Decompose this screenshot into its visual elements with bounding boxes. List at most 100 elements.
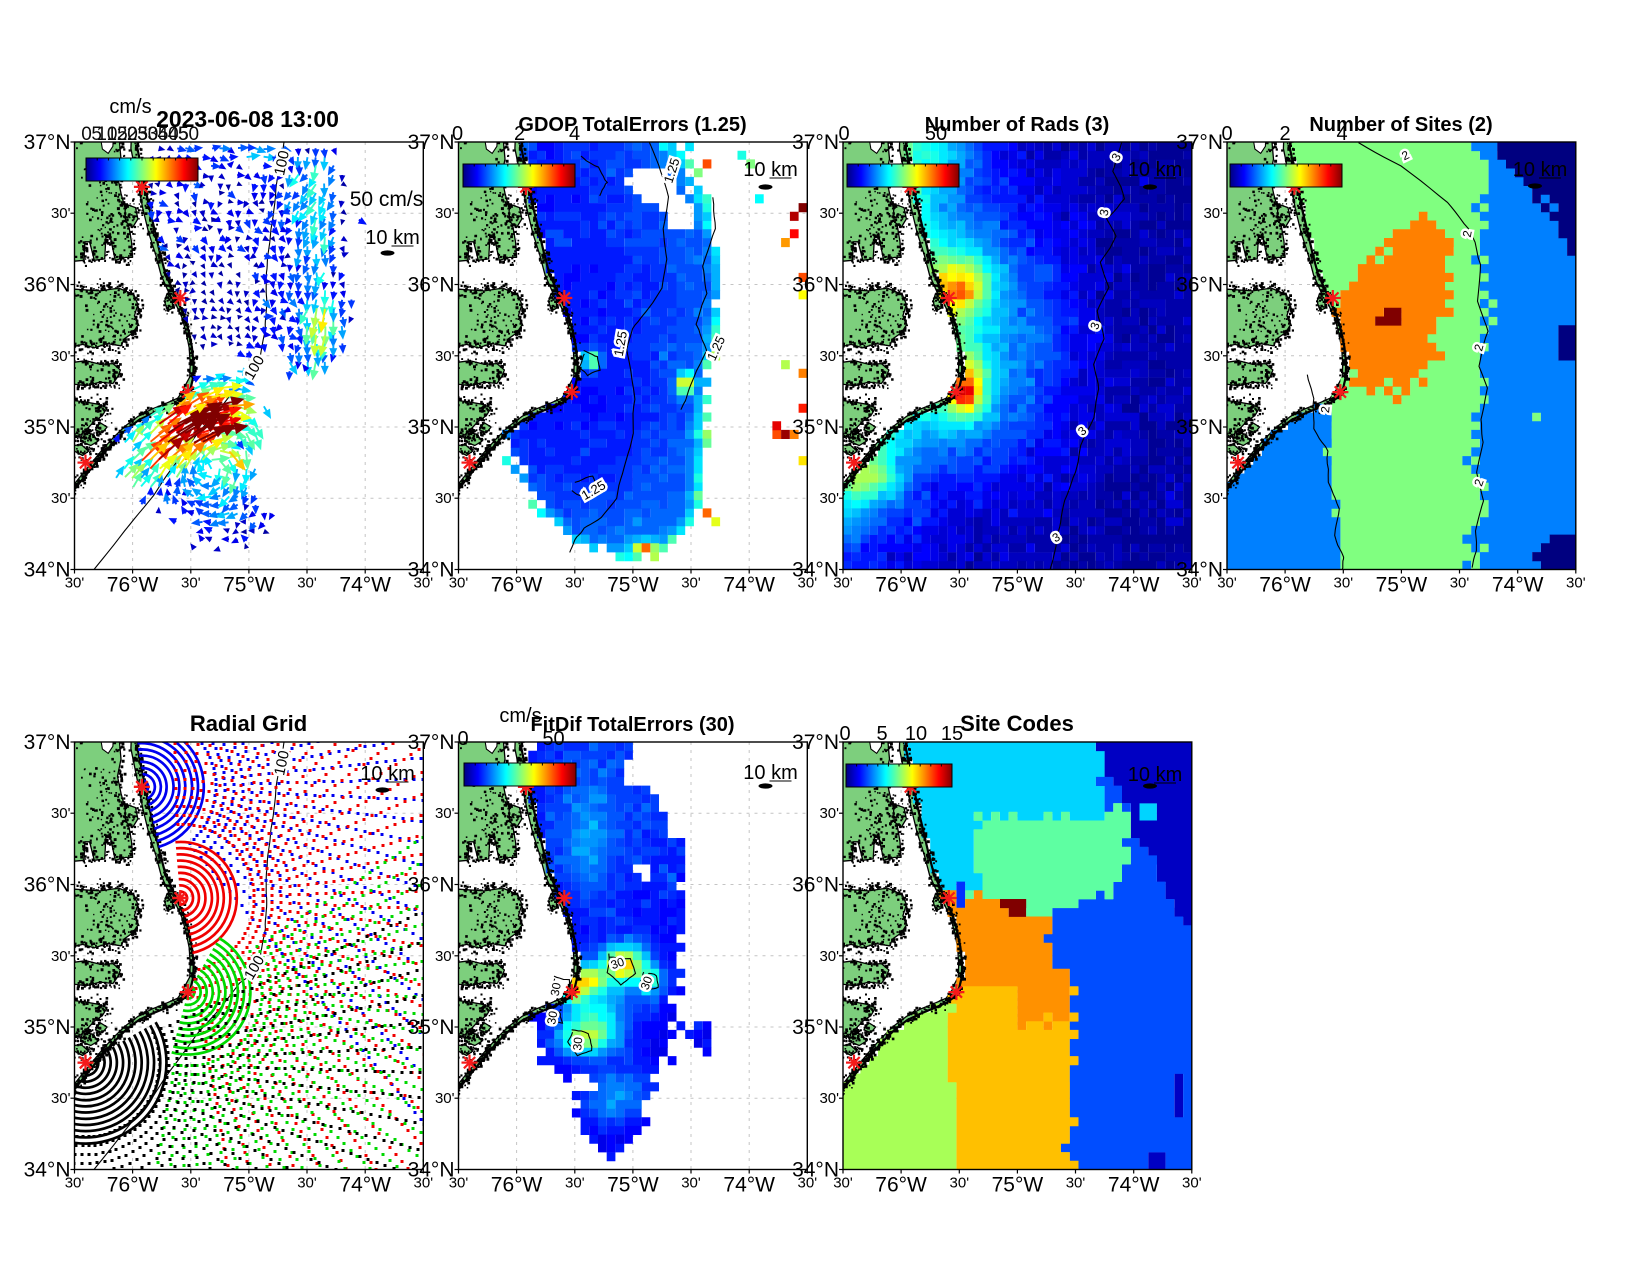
svg-text:76°W: 76°W: [491, 1174, 543, 1197]
svg-text:Number of Sites (2): Number of Sites (2): [1309, 114, 1492, 136]
svg-text:35°N: 35°N: [1176, 416, 1223, 439]
svg-text:74°W: 74°W: [723, 574, 775, 597]
svg-text:30': 30': [65, 575, 85, 592]
svg-text:15: 15: [107, 124, 128, 145]
svg-text:30': 30': [181, 575, 201, 592]
svg-text:76°W: 76°W: [875, 574, 927, 597]
svg-text:30': 30': [798, 1175, 818, 1192]
svg-text:15: 15: [941, 723, 963, 745]
svg-text:30': 30': [435, 490, 455, 507]
svg-text:30': 30': [1203, 348, 1223, 365]
svg-text:30': 30': [435, 348, 455, 365]
svg-text:37°N: 37°N: [792, 131, 839, 154]
svg-text:30': 30': [51, 490, 71, 507]
svg-text:34°N: 34°N: [1176, 559, 1223, 582]
svg-text:5: 5: [91, 124, 102, 145]
svg-text:30': 30': [297, 1175, 317, 1192]
svg-text:Site Codes: Site Codes: [960, 711, 1074, 736]
svg-text:30: 30: [544, 1010, 560, 1026]
svg-text:30': 30': [297, 575, 317, 592]
svg-text:5: 5: [876, 723, 887, 745]
svg-text:75°W: 75°W: [223, 574, 275, 597]
svg-text:30': 30': [414, 575, 434, 592]
svg-text:30': 30': [435, 805, 455, 822]
svg-text:30': 30': [1066, 575, 1086, 592]
svg-text:30': 30': [65, 1175, 85, 1192]
svg-text:10 km: 10 km: [360, 763, 414, 785]
svg-text:30': 30': [833, 575, 853, 592]
svg-text:4: 4: [1336, 123, 1347, 145]
svg-text:30': 30': [819, 805, 839, 822]
svg-text:74°W: 74°W: [723, 1174, 775, 1197]
svg-text:30: 30: [570, 1036, 585, 1051]
svg-text:45: 45: [168, 124, 189, 145]
svg-text:34°N: 34°N: [408, 559, 455, 582]
svg-text:30': 30': [449, 1175, 469, 1192]
svg-text:30': 30': [819, 205, 839, 222]
svg-text:35°N: 35°N: [792, 1016, 839, 1039]
svg-text:30': 30': [681, 1175, 701, 1192]
svg-text:30': 30': [1182, 1175, 1202, 1192]
svg-text:25: 25: [127, 124, 148, 145]
svg-text:30': 30': [1182, 575, 1202, 592]
svg-text:37°N: 37°N: [24, 131, 71, 154]
svg-text:GDOP TotalErrors (1.25): GDOP TotalErrors (1.25): [518, 114, 746, 136]
svg-text:30': 30': [414, 1175, 434, 1192]
svg-text:76°W: 76°W: [107, 574, 159, 597]
svg-text:75°W: 75°W: [1376, 574, 1428, 597]
svg-text:30': 30': [51, 805, 71, 822]
svg-text:76°W: 76°W: [875, 1174, 927, 1197]
svg-text:36°N: 36°N: [792, 874, 839, 897]
svg-text:10 km: 10 km: [1513, 159, 1567, 181]
svg-text:30': 30': [950, 575, 970, 592]
svg-text:FitDif TotalErrors (30): FitDif TotalErrors (30): [530, 714, 734, 736]
svg-text:37°N: 37°N: [408, 731, 455, 754]
svg-text:2: 2: [1279, 123, 1290, 145]
svg-text:40: 40: [158, 124, 179, 145]
svg-text:0: 0: [1221, 123, 1232, 145]
svg-text:0: 0: [838, 123, 849, 145]
svg-text:35°N: 35°N: [408, 416, 455, 439]
svg-text:10: 10: [96, 124, 117, 145]
svg-text:35°N: 35°N: [24, 1016, 71, 1039]
svg-text:30': 30': [1203, 490, 1223, 507]
svg-text:37°N: 37°N: [792, 731, 839, 754]
svg-text:2023-06-08 13:00: 2023-06-08 13:00: [156, 106, 339, 132]
svg-text:10 km: 10 km: [1128, 159, 1182, 181]
svg-text:0: 0: [81, 124, 92, 145]
svg-text:50: 50: [542, 728, 564, 750]
svg-text:34°N: 34°N: [24, 1159, 71, 1182]
svg-text:30': 30': [1066, 1175, 1086, 1192]
svg-text:30': 30': [1450, 575, 1470, 592]
svg-text:30': 30': [435, 948, 455, 965]
svg-text:74°W: 74°W: [1492, 574, 1544, 597]
svg-text:35°N: 35°N: [408, 1016, 455, 1039]
svg-text:30': 30': [51, 348, 71, 365]
svg-text:30': 30': [435, 1090, 455, 1107]
svg-text:cm/s: cm/s: [109, 96, 151, 118]
svg-text:36°N: 36°N: [1176, 274, 1223, 297]
svg-text:30': 30': [51, 948, 71, 965]
svg-text:35°N: 35°N: [792, 416, 839, 439]
svg-text:75°W: 75°W: [992, 1174, 1044, 1197]
svg-text:0: 0: [452, 123, 463, 145]
svg-text:30': 30': [565, 1175, 585, 1192]
svg-text:74°W: 74°W: [1108, 574, 1160, 597]
svg-text:75°W: 75°W: [223, 1174, 275, 1197]
svg-text:76°W: 76°W: [491, 574, 543, 597]
svg-text:50 cm/s: 50 cm/s: [350, 188, 424, 211]
svg-text:35°N: 35°N: [24, 416, 71, 439]
svg-text:30': 30': [449, 575, 469, 592]
svg-text:76°W: 76°W: [107, 1174, 159, 1197]
svg-text:30': 30': [1334, 575, 1354, 592]
svg-text:30': 30': [1203, 205, 1223, 222]
svg-text:37°N: 37°N: [408, 131, 455, 154]
svg-text:74°W: 74°W: [339, 574, 391, 597]
svg-text:30: 30: [548, 981, 564, 997]
svg-text:0: 0: [457, 728, 468, 750]
svg-text:30': 30': [950, 1175, 970, 1192]
svg-text:75°W: 75°W: [607, 1174, 659, 1197]
svg-text:75°W: 75°W: [607, 574, 659, 597]
svg-text:30': 30': [681, 575, 701, 592]
svg-text:34°N: 34°N: [792, 559, 839, 582]
